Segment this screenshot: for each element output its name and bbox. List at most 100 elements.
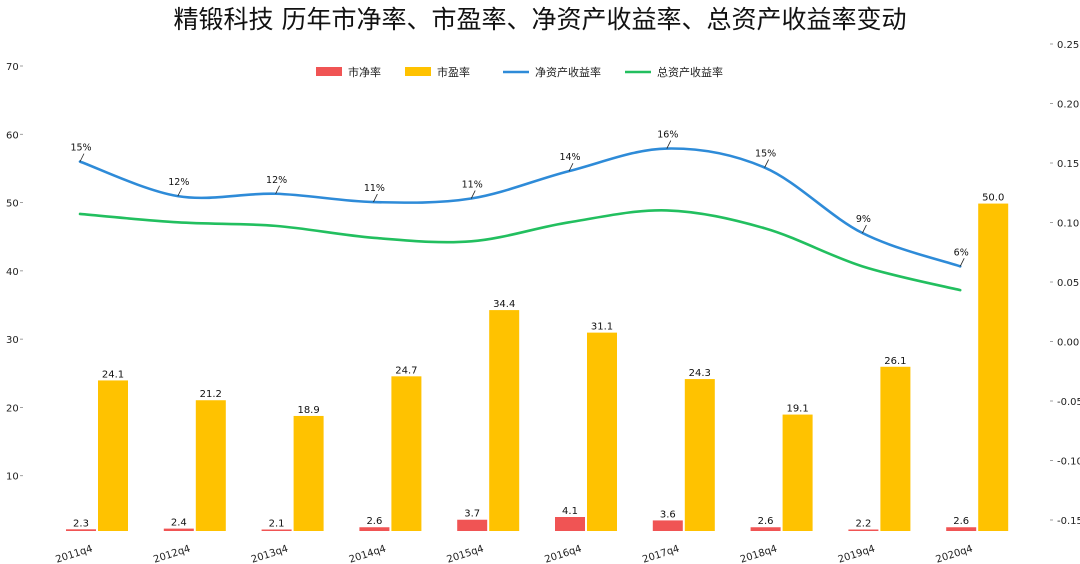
x-axis-tick-label: 2018q4 <box>739 543 779 564</box>
line-roa <box>78 209 962 292</box>
bar-pe <box>98 380 128 531</box>
right-axis-tick-label: 0.25 <box>1057 40 1079 51</box>
x-axis-tick-label: 2017q4 <box>641 543 681 564</box>
bar-pe <box>684 379 715 531</box>
x-axis-tick-label: 2016q4 <box>543 543 583 564</box>
right-axis-tick-label: 0.10 <box>1057 219 1079 230</box>
bars-layer: 2.3 24.1 2.4 21.2 2.1 18.9 2.6 24.7 3.7 34.4 4.1 31… <box>66 193 1009 532</box>
bar-pe-label: 26.1 <box>884 356 906 367</box>
legend-label: 净资产收益率 <box>535 65 601 79</box>
bar-pe-label: 21.2 <box>200 389 222 400</box>
bar-pe-label: 34.4 <box>493 299 515 310</box>
right-axis-tick-label: 0.00 <box>1057 338 1079 349</box>
bar-pe <box>587 332 617 531</box>
x-axis-tick-label: 2014q4 <box>348 543 388 564</box>
bar-pe <box>489 310 520 531</box>
lines-layer: 15% 12% 12% 11% 11% 14% 16% 15% 9% 6% <box>70 130 969 292</box>
bar-pe-label: 24.1 <box>102 369 124 380</box>
legend-item: 总资产收益率 <box>625 65 723 79</box>
bar-pe-label: 31.1 <box>591 322 613 333</box>
left-axis-tick-label: 40 <box>6 267 19 278</box>
roe-label-leader <box>79 153 85 162</box>
roe-point-label: 9% <box>856 214 871 225</box>
legend: 市净率 市盈率 净资产收益率 总资产收益率 <box>316 65 723 79</box>
bar-pb-label: 3.7 <box>464 509 480 520</box>
roe-point-label: 15% <box>70 143 91 154</box>
roe-label-leader <box>470 190 476 199</box>
roe-point-label: 16% <box>657 130 678 141</box>
bar-pe-label: 50.0 <box>982 193 1004 204</box>
bar-pb-label: 2.6 <box>366 516 382 527</box>
roe-point-label: 11% <box>462 180 483 191</box>
bar-pe-label: 24.7 <box>395 365 417 376</box>
bar-pb-label: 4.1 <box>562 506 578 517</box>
right-axis-tick-label: 0.20 <box>1057 100 1079 111</box>
bar-pb <box>163 528 194 531</box>
right-axis: 0.25 0.20 0.15 0.10 0.05 0.00 -0.05 -0.10 -0.15 <box>1050 40 1080 527</box>
bar-pb <box>359 527 390 531</box>
bar-pe <box>293 415 324 531</box>
bar-pb-label: 2.4 <box>171 518 187 529</box>
roe-label-leader <box>666 140 672 149</box>
roe-label-leader <box>862 224 867 234</box>
bar-pb-label: 2.6 <box>758 516 774 527</box>
roe-point-label: 11% <box>364 183 385 194</box>
bar-pb <box>261 529 292 531</box>
bar-pb <box>66 529 96 531</box>
x-axis-tick-label: 2020q4 <box>935 543 975 564</box>
bar-pb <box>652 520 683 531</box>
right-axis-tick-label: 0.15 <box>1057 159 1079 170</box>
bar-pb-label: 2.3 <box>73 518 89 529</box>
x-axis: 2011q4 2012q4 2013q4 2014q4 2015q4 2016q4 2017… <box>54 543 974 564</box>
legend-item: 市净率 <box>316 65 381 79</box>
roe-point-label: 12% <box>266 175 287 186</box>
bar-pb-label: 3.6 <box>660 509 676 520</box>
roe-label-leader <box>764 159 769 168</box>
roe-label-leader <box>275 185 280 194</box>
roe-point-label: 15% <box>755 149 776 160</box>
x-axis-tick-label: 2013q4 <box>250 543 290 564</box>
bar-pe <box>782 414 813 531</box>
left-axis-tick-label: 20 <box>6 403 19 414</box>
legend-label: 市净率 <box>348 65 381 79</box>
roe-label-leader <box>959 258 965 267</box>
bar-pb-label: 2.1 <box>269 519 285 530</box>
bar-pe <box>978 203 1009 532</box>
x-axis-tick-label: 2011q4 <box>54 543 94 564</box>
bar-pe-label: 18.9 <box>297 405 319 416</box>
chart-title: 精锻科技 历年市净率、市盈率、净资产收益率、总资产收益率变动 <box>174 5 907 34</box>
right-axis-tick-label: -0.15 <box>1057 516 1080 527</box>
roe-point-label: 6% <box>954 247 969 258</box>
right-axis-tick-label: 0.05 <box>1057 278 1079 289</box>
bar-pb-label: 2.6 <box>953 516 969 527</box>
x-axis-tick-label: 2015q4 <box>446 543 486 564</box>
bar-pb <box>750 527 781 531</box>
x-axis-tick-label: 2012q4 <box>152 543 192 564</box>
bar-pb <box>848 529 879 531</box>
left-axis: 10 20 30 40 50 60 70 <box>6 62 23 483</box>
line-roe <box>78 147 962 268</box>
bar-pb <box>946 527 977 531</box>
bar-pe <box>391 376 422 531</box>
bar-pe <box>880 366 911 531</box>
legend-swatch <box>405 67 431 76</box>
left-axis-tick-label: 30 <box>6 335 19 346</box>
left-axis-tick-label: 60 <box>6 130 19 141</box>
left-axis-tick-label: 50 <box>6 199 19 210</box>
left-axis-tick-label: 70 <box>6 62 19 73</box>
bar-pb-label: 2.2 <box>855 519 871 530</box>
bar-pe-label: 24.3 <box>689 368 711 379</box>
roe-label-leader <box>177 187 183 197</box>
legend-label: 市盈率 <box>437 65 470 79</box>
legend-swatch <box>316 67 342 76</box>
roe-label-leader <box>568 162 574 172</box>
roe-point-label: 12% <box>168 177 189 188</box>
roe-label-leader <box>373 193 378 203</box>
bar-pe <box>195 400 226 531</box>
legend-label: 总资产收益率 <box>657 65 723 79</box>
bar-pb <box>457 519 488 531</box>
right-axis-tick-label: -0.05 <box>1057 397 1080 408</box>
bar-pe-label: 19.1 <box>786 404 808 415</box>
